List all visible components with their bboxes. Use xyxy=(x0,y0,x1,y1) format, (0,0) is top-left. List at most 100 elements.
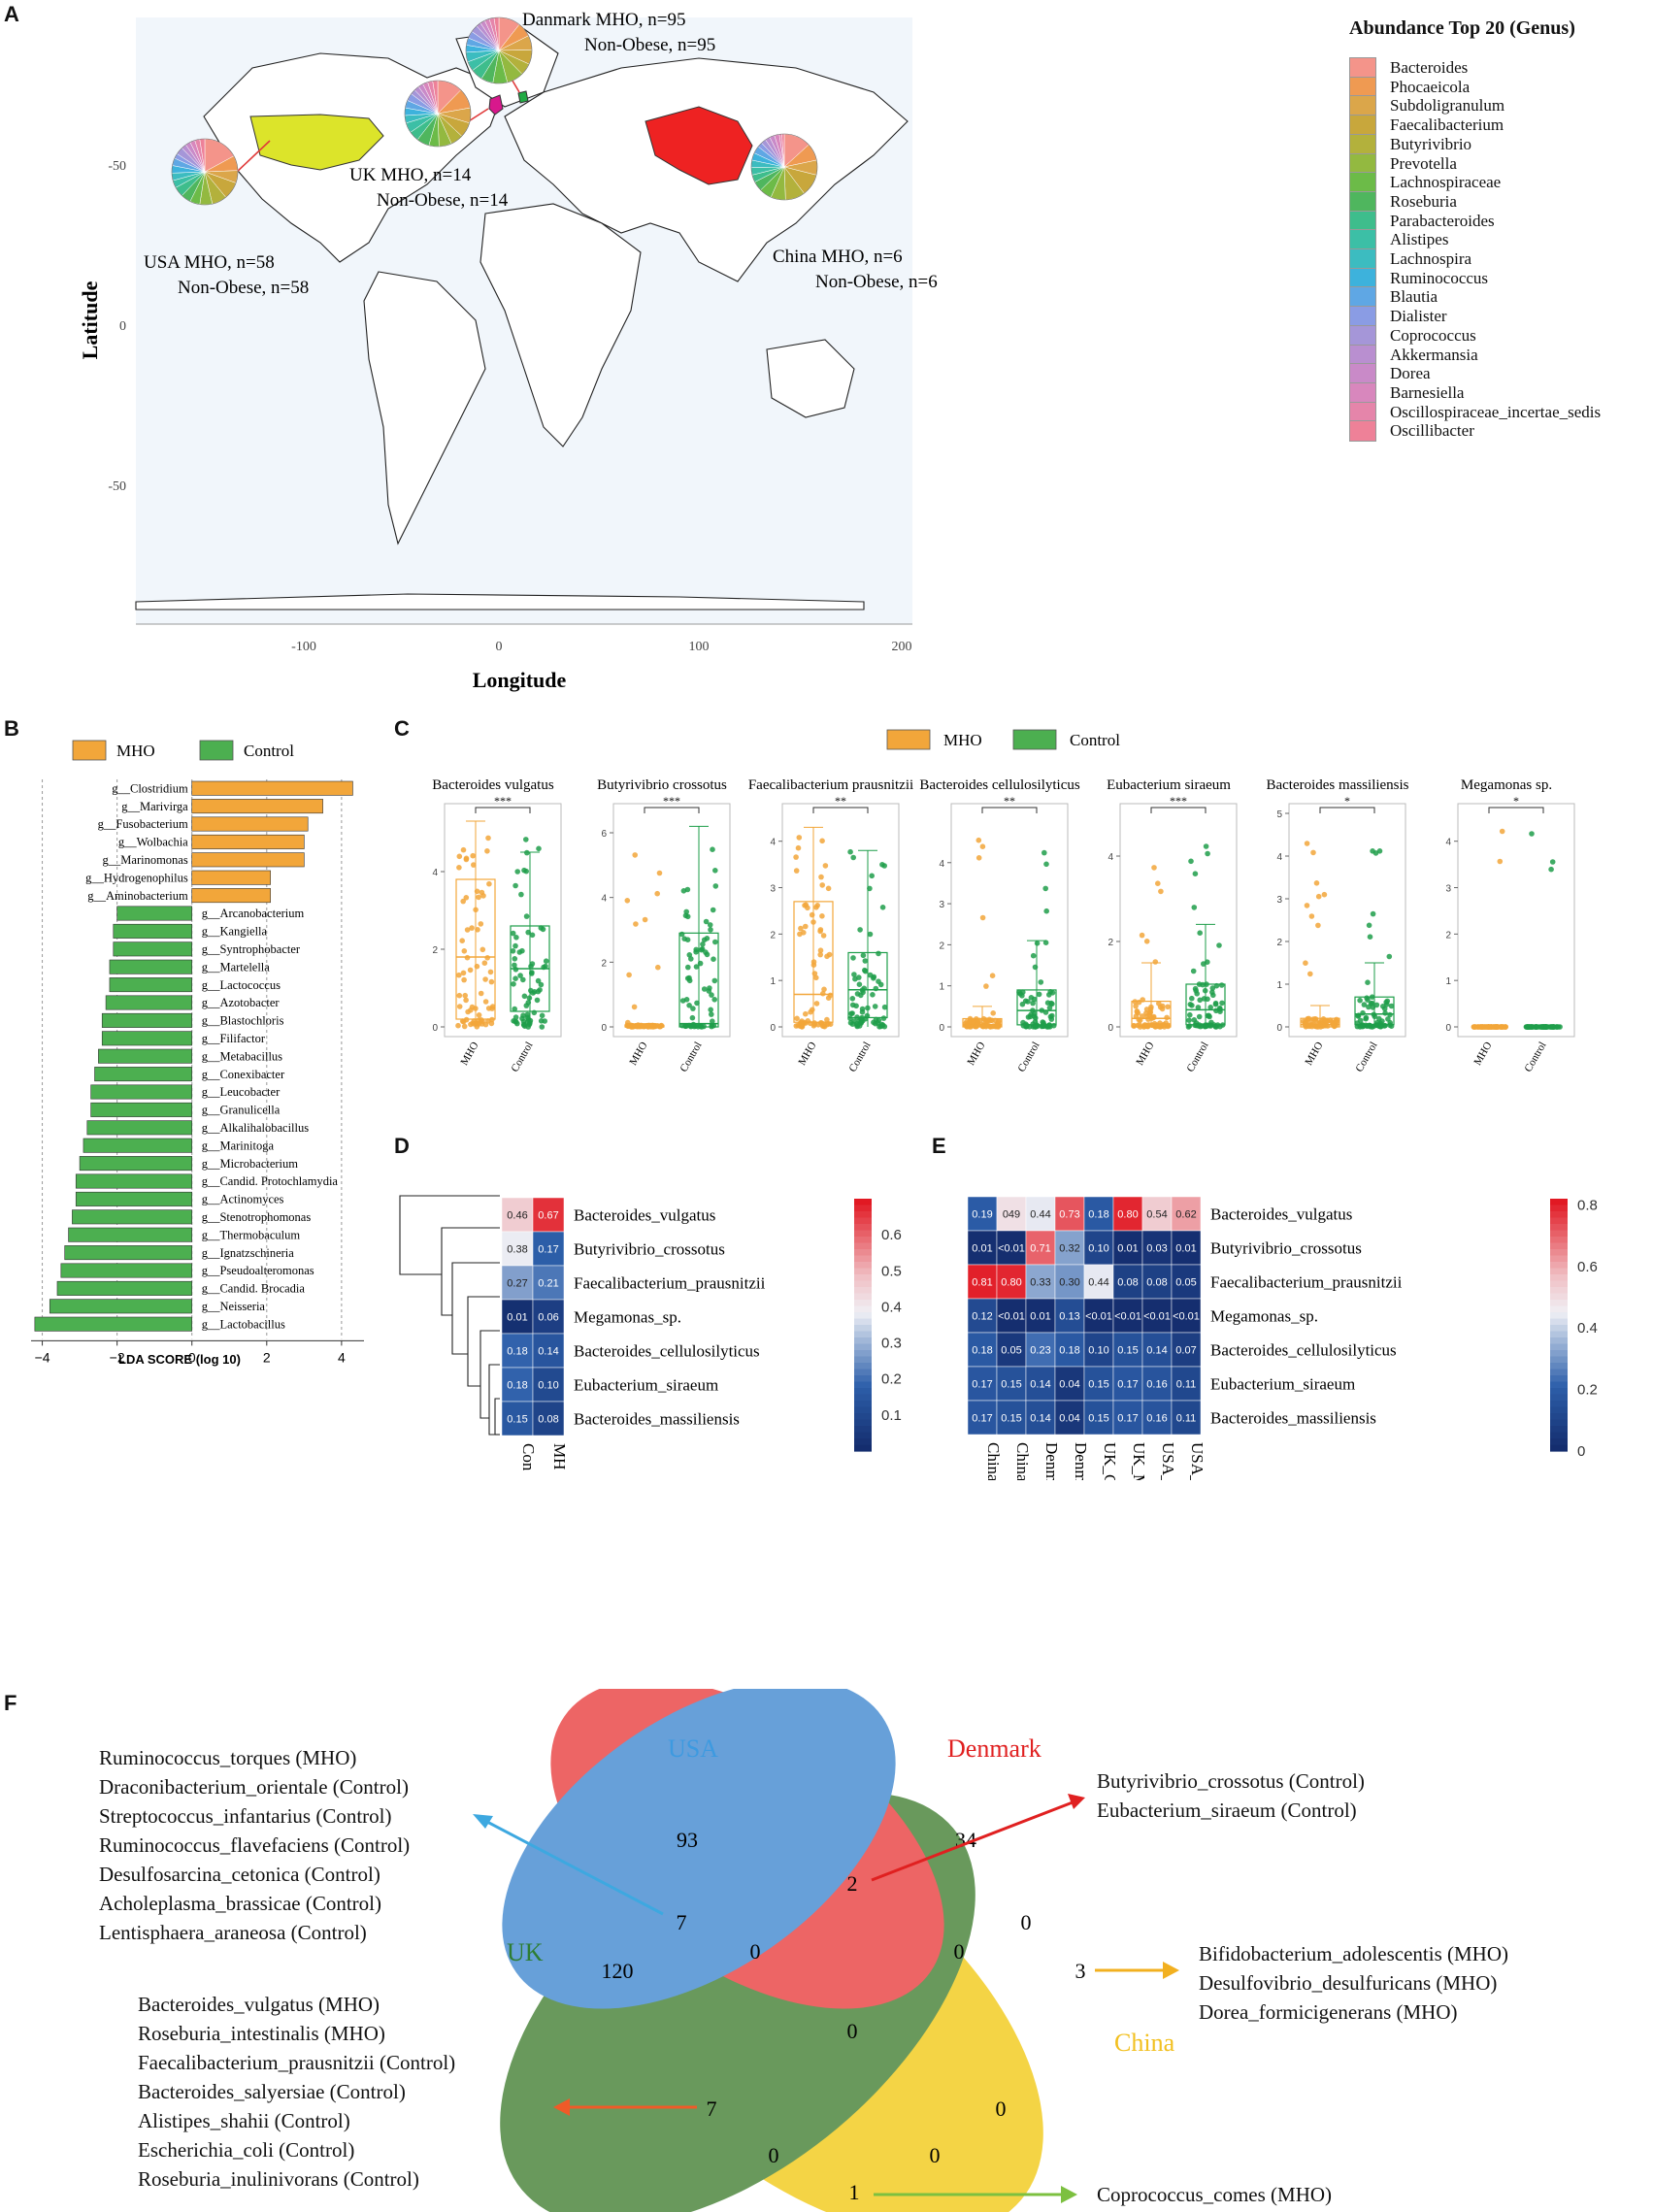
data-point xyxy=(1530,1024,1536,1030)
heat-cell-label: 0.08 xyxy=(1146,1277,1167,1289)
data-point xyxy=(521,993,528,1000)
site-denmark-line1: Danmark MHO, n=95 xyxy=(522,10,686,30)
heat-cell-label: 0.10 xyxy=(538,1380,558,1392)
data-point xyxy=(1366,922,1372,929)
data-point xyxy=(488,978,495,985)
data-point xyxy=(860,952,867,959)
heat-cell-label: 0.12 xyxy=(972,1311,992,1323)
data-point xyxy=(1315,893,1322,900)
data-point xyxy=(534,997,541,1004)
lda-bar xyxy=(90,1084,193,1100)
data-point xyxy=(975,855,982,861)
data-point xyxy=(521,1021,527,1028)
data-point xyxy=(654,890,660,897)
colorbar-step xyxy=(1550,1343,1568,1351)
map-axes: -100 0 100 200 -50 0 -50 xyxy=(108,159,912,654)
lda-bar xyxy=(90,1102,193,1117)
y-tick-label: 2 xyxy=(432,945,438,956)
data-point xyxy=(482,1021,489,1028)
x-category-label: MHO xyxy=(1303,1040,1325,1067)
genus-legend-item: Butyrivibrio xyxy=(1349,131,1471,158)
box-legend-control-swatch xyxy=(1012,729,1057,750)
data-point xyxy=(474,963,480,970)
heat-cell-label: 0.32 xyxy=(1059,1243,1079,1255)
colorbar-step xyxy=(1550,1199,1568,1206)
data-point xyxy=(712,939,718,945)
colorbar-step xyxy=(854,1318,872,1326)
heat-row-label: Megamonas_sp. xyxy=(1210,1307,1318,1326)
data-point xyxy=(456,853,463,860)
colorbar-step xyxy=(1550,1211,1568,1219)
data-point xyxy=(1034,941,1041,946)
lda-bar-label: g__Stenotrophomonas xyxy=(202,1210,312,1224)
data-point xyxy=(512,975,518,981)
boxplot-facet: Megamonas sp. 0 1 2 3 4 MHO Control * xyxy=(1445,777,1575,1074)
colorbar-tick-label: 0.5 xyxy=(881,1263,902,1279)
data-point xyxy=(681,936,687,941)
colorbar-step xyxy=(854,1419,872,1427)
heat-cell-label: 0.14 xyxy=(538,1346,558,1358)
data-point xyxy=(474,888,480,895)
boxplot-facet: Bacteroides massiliensis 0 1 2 3 4 5 MHO Control… xyxy=(1266,777,1408,1074)
colorbar-tick-label: 0.2 xyxy=(881,1371,902,1388)
data-point xyxy=(626,972,632,978)
arrowhead xyxy=(553,2098,570,2116)
lda-bar-label: g__Wolbachia xyxy=(118,836,188,849)
data-point xyxy=(990,1010,996,1016)
heat-cell-label: 0.16 xyxy=(1146,1379,1167,1391)
data-point xyxy=(703,918,710,925)
data-point xyxy=(540,926,546,933)
colorbar-tick-label: 0.3 xyxy=(881,1336,902,1352)
data-point xyxy=(463,997,469,1004)
data-point xyxy=(856,974,862,980)
sig-label: *** xyxy=(1170,794,1187,808)
heat-row-label: Megamonas_sp. xyxy=(574,1308,681,1327)
heat-cell-label: 0.01 xyxy=(1117,1243,1138,1255)
data-point xyxy=(815,1022,821,1028)
colorbar-step xyxy=(1550,1274,1568,1282)
data-point xyxy=(973,1023,978,1030)
lda-tick-label: 4 xyxy=(338,1349,346,1365)
heat-cell xyxy=(532,1401,565,1436)
sig-label: * xyxy=(1513,794,1519,808)
data-point xyxy=(476,1012,482,1018)
lda-x-label: LDA SCORE (log 10) xyxy=(118,1352,241,1367)
data-point xyxy=(682,1023,688,1029)
heat-cell-label: 0.13 xyxy=(1059,1311,1079,1323)
data-point xyxy=(712,883,719,889)
heat-cell-label: 0.18 xyxy=(1088,1209,1108,1221)
colorbar-step xyxy=(854,1300,872,1307)
data-point xyxy=(1373,1002,1380,1008)
lda-bar xyxy=(191,780,353,796)
annot-line: Roseburia_inulinivorans (Control) xyxy=(138,2167,419,2191)
count-china: 3 xyxy=(1075,1959,1086,1983)
data-point xyxy=(825,1020,832,1027)
data-point xyxy=(1145,1022,1152,1028)
colorbar-step xyxy=(854,1356,872,1364)
genus-legend-item: Oscillospiraceae_incertae_sedis xyxy=(1349,399,1601,426)
data-point xyxy=(824,953,830,960)
colorbar-step xyxy=(1550,1205,1568,1212)
heat-cell xyxy=(532,1333,565,1369)
panel-letter-e: E xyxy=(932,1134,946,1158)
data-point xyxy=(793,854,799,860)
heat-row-label: Bacteroides_vulgatus xyxy=(574,1206,715,1225)
lda-legend-control: Control xyxy=(244,742,294,760)
lda-bar-label: g__Alkalihalobacillus xyxy=(202,1121,310,1135)
data-point xyxy=(698,946,705,953)
data-point xyxy=(517,973,523,978)
data-point xyxy=(1377,1023,1384,1030)
heat-cell-label: 0.71 xyxy=(1030,1243,1050,1255)
colorbar-step xyxy=(854,1262,872,1270)
data-point xyxy=(639,1023,645,1030)
data-point xyxy=(710,907,716,913)
colorbar-step xyxy=(854,1426,872,1434)
box-legend-mho: MHO xyxy=(943,731,982,749)
data-point xyxy=(983,983,989,989)
genus-legend-item: Oscillibacter xyxy=(1349,417,1474,445)
annot-line: Ruminococcus_torques (MHO) xyxy=(99,1746,357,1769)
data-point xyxy=(865,1005,871,1011)
arrowhead xyxy=(1061,2186,1077,2203)
data-point xyxy=(690,1022,697,1029)
lda-bar-label: g__Metabacillus xyxy=(202,1049,282,1063)
